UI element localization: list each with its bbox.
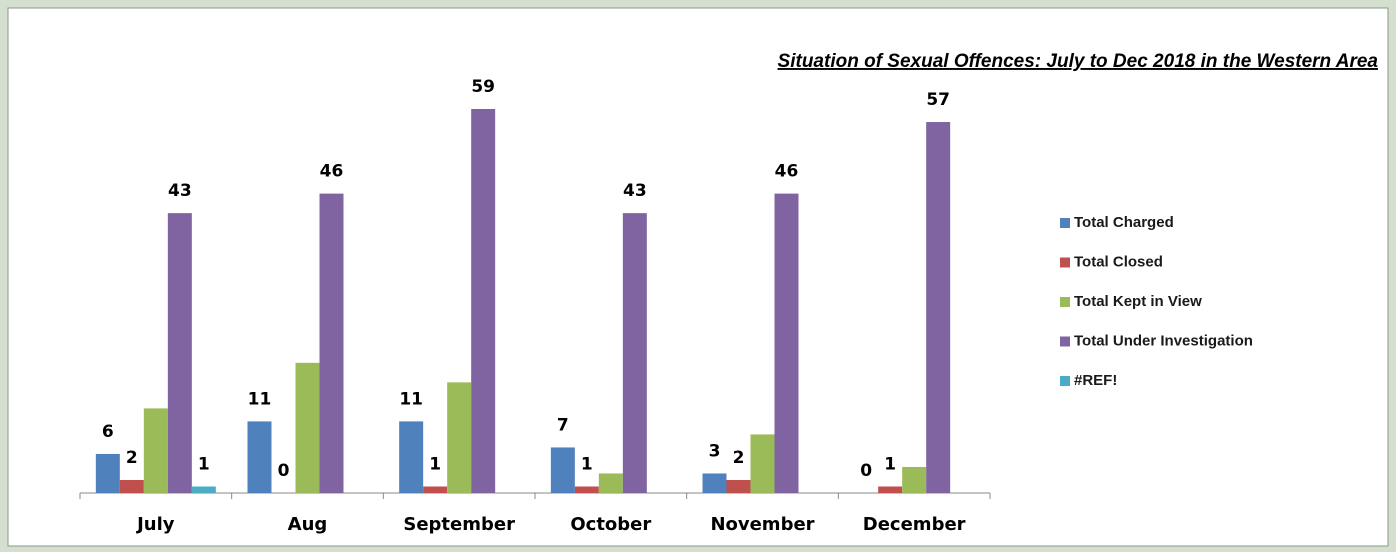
bar (471, 109, 496, 493)
bar (574, 486, 599, 493)
bar (295, 362, 320, 493)
legend-label: Total Under Investigation (1074, 332, 1253, 349)
data-label: 2 (733, 448, 745, 468)
bar (878, 486, 903, 493)
x-tick-label: Aug (288, 514, 328, 535)
legend-swatch (1060, 257, 1070, 268)
data-label: 3 (709, 441, 721, 461)
data-label: 7 (557, 415, 569, 435)
data-label: 1 (429, 454, 441, 474)
bar (167, 213, 192, 493)
legend-label: #REF! (1074, 372, 1117, 389)
bar (622, 213, 647, 493)
legend-swatch (1060, 376, 1070, 386)
x-tick-label: September (403, 514, 515, 535)
data-label: 59 (471, 77, 495, 97)
legend-swatch (1060, 297, 1070, 307)
data-label: 1 (581, 454, 593, 474)
data-label: 11 (248, 389, 272, 409)
bar (423, 486, 448, 493)
x-tick-label: November (710, 514, 814, 535)
bar (191, 486, 216, 493)
bar (902, 466, 927, 493)
bar (143, 408, 168, 493)
legend-swatch (1060, 218, 1070, 228)
bar (95, 453, 120, 493)
x-tick-label: October (570, 514, 651, 535)
data-label: 57 (926, 90, 950, 110)
data-label: 43 (168, 181, 192, 201)
data-label: 1 (198, 454, 210, 474)
chart-area (7, 7, 1389, 547)
bar (774, 193, 799, 493)
data-label: 43 (623, 181, 647, 201)
bar (702, 473, 727, 493)
legend-swatch (1060, 336, 1070, 347)
data-label: 1 (884, 454, 896, 474)
legend-label: Total Kept in View (1074, 293, 1202, 310)
bar (598, 473, 623, 493)
bar (319, 193, 344, 493)
bar (399, 421, 424, 493)
x-tick-label: December (863, 514, 966, 535)
data-label: 2 (126, 448, 138, 468)
bar (726, 479, 751, 493)
legend-label: Total Closed (1074, 253, 1163, 270)
data-label: 6 (102, 422, 114, 442)
bar (119, 479, 144, 493)
data-label: 11 (399, 389, 423, 409)
bar (447, 382, 472, 493)
data-label: 46 (775, 162, 799, 182)
chart-title: Situation of Sexual Offences: July to De… (778, 51, 1379, 72)
data-label: 46 (320, 162, 344, 182)
data-label: 0 (278, 461, 290, 481)
legend-label: Total Charged (1074, 214, 1174, 231)
bar (750, 434, 775, 493)
data-label: 0 (860, 461, 872, 481)
bar (247, 421, 272, 493)
bar (926, 122, 951, 493)
x-tick-label: July (135, 514, 175, 535)
bar (550, 447, 575, 493)
